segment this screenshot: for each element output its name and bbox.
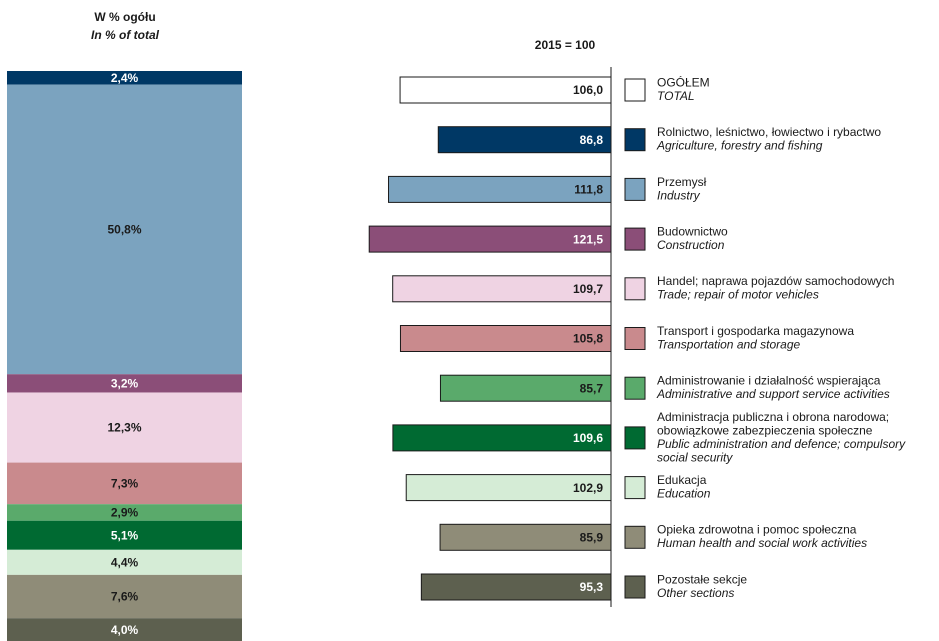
bar bbox=[388, 175, 612, 203]
bar-label: 121,5 bbox=[573, 232, 603, 246]
bar bbox=[405, 474, 612, 502]
segment bbox=[7, 84, 242, 375]
legend-label: Public administration and defence; compu… bbox=[657, 437, 906, 451]
segment bbox=[7, 504, 242, 521]
segment-label: 2,4% bbox=[111, 71, 139, 85]
legend-label: Construction bbox=[657, 238, 725, 252]
segment-label: 3,2% bbox=[111, 377, 139, 391]
legend-label: Transport i gospodarka magazynowa bbox=[657, 324, 854, 338]
legend-label: Transportation and storage bbox=[657, 337, 801, 351]
legend-label: Budownictwo bbox=[657, 225, 728, 239]
bar-label: 85,7 bbox=[580, 381, 604, 395]
bar-label: 85,9 bbox=[580, 530, 604, 544]
segment bbox=[7, 374, 242, 393]
segment bbox=[7, 574, 242, 619]
legend-swatch bbox=[624, 327, 646, 350]
legend-label: OGÓŁEM bbox=[657, 74, 710, 89]
legend-swatch bbox=[624, 78, 646, 102]
bar-label: 106,0 bbox=[573, 83, 603, 97]
legend-swatch bbox=[624, 476, 646, 500]
legend-label: Industry bbox=[657, 188, 701, 202]
segment-label: 4,0% bbox=[111, 623, 139, 637]
bar bbox=[420, 573, 612, 601]
segment-label: 12,3% bbox=[107, 421, 141, 435]
segment bbox=[7, 392, 242, 463]
bar bbox=[392, 424, 612, 452]
legend-label: Handel; naprawa pojazdów samochodowych bbox=[657, 274, 894, 288]
segment bbox=[7, 549, 242, 575]
segment-label: 4,4% bbox=[111, 556, 139, 570]
legend-swatch bbox=[624, 277, 646, 301]
legend-swatch bbox=[624, 227, 646, 251]
segment-label: 2,9% bbox=[111, 506, 139, 520]
bar-label: 95,3 bbox=[580, 580, 604, 594]
legend-label: TOTAL bbox=[657, 89, 695, 103]
legend-label: Pozostałe sekcje bbox=[657, 572, 747, 586]
segment bbox=[7, 71, 242, 85]
legend-swatch bbox=[624, 128, 646, 152]
segment bbox=[7, 618, 242, 641]
legend-swatch bbox=[624, 575, 646, 599]
bar bbox=[399, 76, 612, 104]
segment-label: 5,1% bbox=[111, 528, 139, 542]
bar bbox=[392, 275, 612, 303]
bar bbox=[368, 225, 612, 253]
legend-label: social security bbox=[657, 450, 733, 464]
bar-label: 111,8 bbox=[574, 183, 603, 197]
bar-label: 109,7 bbox=[573, 282, 603, 296]
legend-label: Opieka zdrowotna i pomoc społeczna bbox=[657, 523, 857, 537]
segment-label: 7,6% bbox=[111, 590, 139, 604]
legend-label: Administrowanie i działalność wspierając… bbox=[657, 374, 881, 388]
bar bbox=[399, 325, 612, 352]
bar-label: 102,9 bbox=[573, 481, 603, 495]
legend-label: Education bbox=[657, 487, 711, 501]
bar bbox=[439, 374, 612, 402]
segment bbox=[7, 462, 242, 505]
left-subtitle: In % of total bbox=[91, 28, 160, 42]
bar-label: 109,6 bbox=[573, 431, 603, 445]
legend-label: Edukacja bbox=[657, 473, 707, 487]
bar-label: 105,8 bbox=[573, 332, 603, 346]
segment bbox=[7, 520, 242, 550]
legend-swatch bbox=[624, 426, 646, 450]
legend-label: Human health and social work activities bbox=[657, 536, 867, 550]
legend-swatch bbox=[624, 376, 646, 400]
legend-label: Przemysł bbox=[657, 175, 707, 189]
legend-label: Administrative and support service activ… bbox=[656, 387, 890, 401]
right-title: 2015 = 100 bbox=[535, 38, 596, 52]
legend-swatch bbox=[624, 525, 646, 549]
legend-swatch bbox=[624, 177, 646, 201]
legend-label: Administracja publiczna i obrona narodow… bbox=[657, 410, 889, 424]
segment-label: 7,3% bbox=[111, 477, 139, 491]
bar-label: 86,8 bbox=[580, 133, 604, 147]
legend-label: Agriculture, forestry and fishing bbox=[656, 139, 823, 153]
legend-label: Trade; repair of motor vehicles bbox=[657, 288, 819, 302]
legend-label: obowiązkowe zabezpieczenia społeczne bbox=[657, 423, 873, 437]
legend-label: Other sections bbox=[657, 586, 734, 600]
legend-label: Rolnictwo, leśnictwo, łowiectwo i rybact… bbox=[657, 125, 881, 139]
bar bbox=[439, 523, 612, 551]
segment-label: 50,8% bbox=[107, 223, 141, 237]
left-title: W % ogółu bbox=[94, 10, 155, 24]
